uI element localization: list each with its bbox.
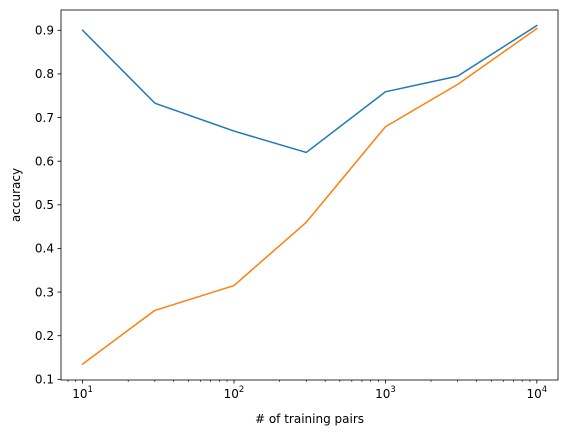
x-tick-label: 101 (72, 385, 93, 401)
y-tick-label: 0.8 (35, 67, 54, 81)
y-tick-label: 0.1 (35, 373, 54, 387)
plot-frame (60, 9, 559, 381)
y-tick-label: 0.3 (35, 285, 54, 299)
series-line-2 (81, 27, 538, 366)
series-line-1 (81, 24, 538, 154)
x-tick-label: 103 (375, 385, 396, 401)
plot-lines (81, 24, 538, 366)
x-axis-ticks: 101 102 103 104 (67, 380, 547, 401)
y-tick-label: 0.4 (35, 242, 54, 256)
x-tick-label: 102 (224, 385, 245, 401)
y-tick-label: 0.6 (35, 154, 54, 168)
y-axis-label: accuracy (9, 168, 23, 222)
y-tick-label: 0.9 (35, 24, 54, 38)
x-tick-label: 104 (526, 385, 547, 401)
x-axis-label: # of training pairs (255, 412, 364, 426)
y-axis-ticks: 0.1 0.2 0.3 0.4 0.5 0.6 0.7 0.8 0.9 (35, 24, 61, 387)
y-tick-label: 0.5 (35, 198, 54, 212)
y-tick-label: 0.7 (35, 111, 54, 125)
y-tick-label: 0.2 (35, 329, 54, 343)
